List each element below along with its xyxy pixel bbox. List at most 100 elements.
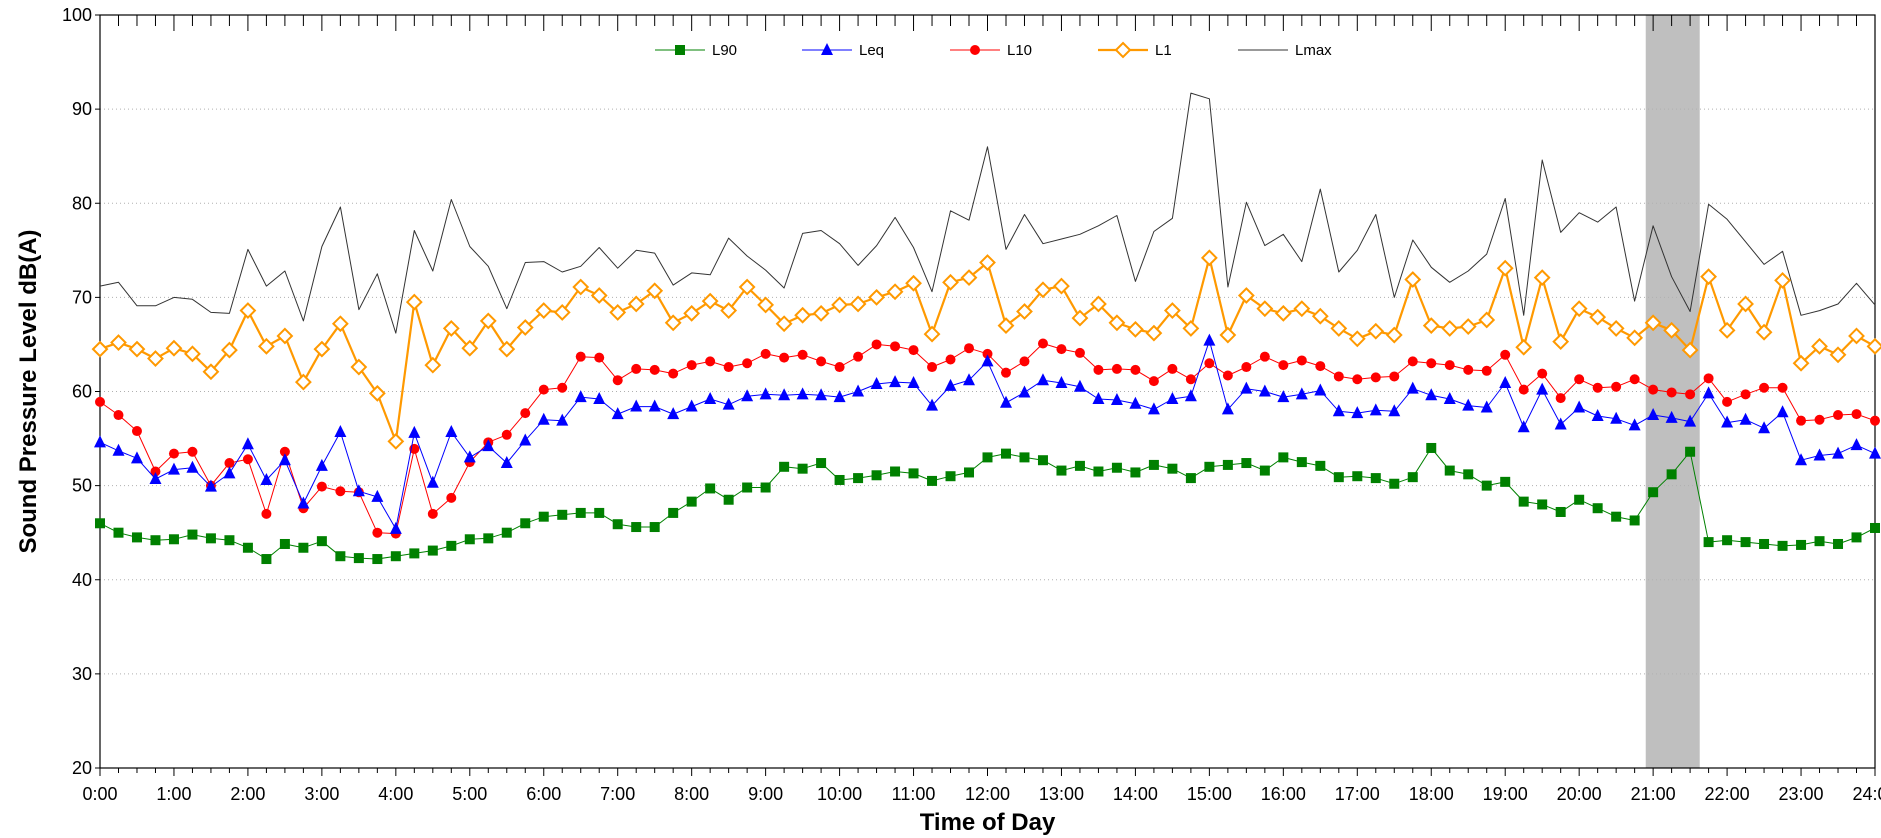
data-point-leq	[519, 433, 532, 446]
data-point-l90	[224, 535, 235, 546]
series-leq	[94, 333, 1881, 534]
data-point-l10	[1463, 364, 1474, 375]
data-point-l90	[1481, 480, 1492, 491]
data-point-l90	[927, 475, 938, 486]
data-point-leq	[1295, 387, 1308, 400]
data-point-leq	[907, 376, 920, 389]
data-point-l1	[1071, 309, 1089, 327]
data-point-l10	[1407, 356, 1418, 367]
data-point-l90	[1592, 503, 1603, 514]
data-point-l10	[945, 354, 956, 365]
data-point-l10	[1204, 358, 1215, 369]
data-point-l10	[427, 508, 438, 519]
data-point-leq	[1166, 392, 1179, 405]
data-point-l1	[221, 341, 238, 359]
data-point-l1	[572, 278, 590, 296]
data-point-l1	[1848, 327, 1865, 345]
data-point-l10	[1389, 371, 1400, 382]
data-point-l1	[479, 312, 497, 330]
data-point-leq	[1092, 392, 1105, 405]
data-point-l1	[128, 340, 146, 358]
data-point-leq	[1758, 421, 1771, 434]
data-point-l10	[1278, 360, 1289, 371]
data-point-l10	[1592, 382, 1603, 393]
data-point-l10	[224, 458, 235, 469]
data-point-l1	[886, 283, 904, 301]
data-point-l90	[1833, 538, 1844, 549]
data-point-leq	[1776, 405, 1789, 418]
data-point-leq	[685, 399, 698, 412]
data-point-leq	[167, 462, 180, 475]
data-point-leq	[94, 435, 106, 448]
data-point-leq	[1147, 402, 1160, 415]
data-point-l90	[742, 482, 753, 493]
data-point-l90	[1500, 476, 1511, 487]
data-point-l1	[1829, 346, 1847, 364]
data-point-l1	[1053, 277, 1070, 295]
data-point-l90	[1333, 472, 1344, 483]
data-point-l90	[1759, 538, 1770, 549]
data-point-l10	[1074, 347, 1085, 358]
x-tick-label: 24:00	[1852, 784, 1881, 804]
data-point-l10	[1666, 387, 1677, 398]
data-point-l1	[1256, 300, 1274, 318]
data-point-l10	[1426, 358, 1437, 369]
data-point-l1	[757, 296, 775, 314]
data-point-leq	[1129, 396, 1142, 409]
data-point-l90	[1204, 461, 1215, 472]
data-point-leq	[759, 387, 772, 400]
data-point-l90	[649, 522, 660, 533]
data-point-l10	[168, 448, 179, 459]
data-point-l90	[1056, 465, 1067, 476]
data-point-l1	[1478, 311, 1496, 329]
legend-label: L1	[1155, 42, 1172, 59]
data-point-leq	[796, 387, 809, 400]
data-point-l10	[760, 348, 771, 359]
data-point-l90	[520, 518, 531, 529]
data-point-l1	[313, 340, 331, 358]
data-point-l1	[350, 358, 368, 376]
data-point-l10	[1296, 355, 1307, 366]
data-point-l1	[1700, 268, 1718, 286]
x-tick-label: 0:00	[82, 784, 117, 804]
data-point-leq	[1277, 390, 1290, 403]
data-point-l10	[131, 426, 142, 437]
data-point-l1	[1016, 303, 1033, 320]
data-point-leq	[426, 475, 439, 488]
data-point-l90	[150, 535, 161, 546]
data-point-l10	[1148, 376, 1159, 387]
data-point-l90	[668, 507, 679, 518]
data-point-leq	[1573, 400, 1586, 413]
data-point-l1	[1459, 318, 1477, 335]
data-point-leq	[833, 390, 846, 403]
data-point-l10	[1777, 382, 1788, 393]
data-point-l10	[927, 362, 938, 373]
data-point-l1	[1182, 320, 1200, 337]
series-line-lmax	[99, 92, 1876, 334]
data-point-l1	[1293, 300, 1311, 318]
data-point-l90	[1148, 459, 1159, 470]
data-point-leq	[334, 424, 347, 437]
data-point-l10	[1222, 370, 1233, 381]
data-point-l90	[483, 533, 494, 544]
data-point-l10	[631, 363, 642, 374]
data-point-leq	[722, 397, 735, 410]
y-tick-label: 40	[72, 570, 92, 590]
x-tick-label: 1:00	[156, 784, 191, 804]
data-point-l1	[1274, 304, 1292, 322]
data-point-leq	[204, 479, 217, 492]
data-point-l90	[279, 538, 290, 549]
data-point-l1	[202, 363, 220, 381]
data-point-leq	[112, 443, 125, 456]
data-point-l10	[964, 343, 975, 354]
data-point-l90	[1111, 462, 1122, 473]
data-point-l90	[1130, 467, 1141, 478]
data-point-l1	[775, 315, 793, 333]
data-point-l10	[1796, 415, 1807, 426]
data-point-leq	[1721, 415, 1734, 428]
data-point-l90	[964, 467, 975, 478]
data-point-leq	[260, 472, 273, 485]
data-point-l90	[446, 540, 457, 551]
data-point-l90	[594, 507, 605, 518]
